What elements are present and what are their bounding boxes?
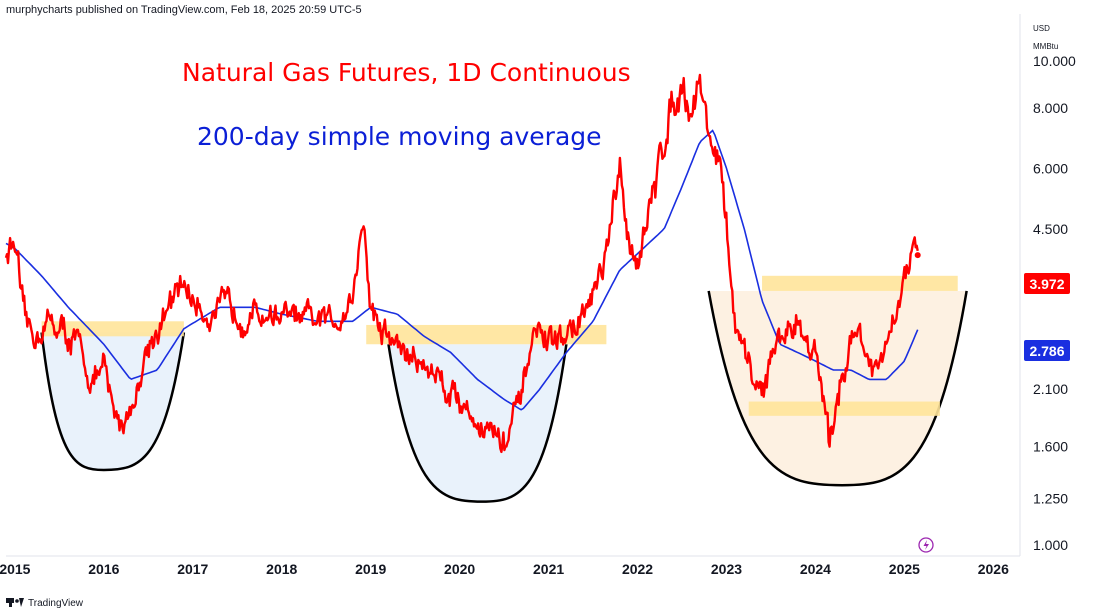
attribution-text: murphycharts published on TradingView.co… xyxy=(6,4,362,16)
bolt-icon[interactable] xyxy=(918,537,934,553)
last-sma-value: 2.786 xyxy=(1029,343,1064,359)
x-tick-label: 2023 xyxy=(711,561,742,577)
zone-band xyxy=(748,401,940,416)
x-tick-label: 2018 xyxy=(266,561,297,577)
chart-subtitle: 200-day simple moving average xyxy=(197,122,602,151)
tradingview-logo xyxy=(6,598,24,607)
currency-label: USD xyxy=(1033,24,1050,33)
y-tick-label: 1.250 xyxy=(1033,490,1068,506)
last-price-badge: 3.972 xyxy=(1024,273,1070,294)
x-tick-label: 2026 xyxy=(978,561,1009,577)
y-tick-label: 2.100 xyxy=(1033,381,1068,397)
x-tick-label: 2015 xyxy=(0,561,31,577)
x-tick-label: 2024 xyxy=(800,561,831,577)
y-tick-label: 1.600 xyxy=(1033,438,1068,454)
sma-series-line xyxy=(5,129,919,411)
x-tick-label: 2017 xyxy=(177,561,208,577)
base-fill xyxy=(708,290,967,486)
y-tick-label: 10.000 xyxy=(1033,53,1076,69)
price-series-line xyxy=(4,73,919,454)
unit-label: MMBtu xyxy=(1033,42,1058,51)
y-tick-label: 8.000 xyxy=(1033,100,1068,116)
y-tick-label: 1.000 xyxy=(1033,537,1068,553)
time-axis[interactable]: 2015 2016 2017 2018 2019 2020 2021 2022 2023 2024… xyxy=(0,561,1009,577)
zone-band xyxy=(762,275,958,291)
y-tick-label: 6.000 xyxy=(1033,160,1068,176)
last-sma-badge: 2.786 xyxy=(1024,340,1070,361)
last-price-value: 3.972 xyxy=(1029,276,1064,292)
chart-title: Natural Gas Futures, 1D Continuous xyxy=(182,58,631,87)
x-tick-label: 2025 xyxy=(889,561,920,577)
tradingview-brand: TradingView xyxy=(28,598,84,609)
base-arc xyxy=(387,344,568,503)
last-price-dot xyxy=(914,252,921,259)
base-arc xyxy=(707,290,968,487)
x-tick-label: 2020 xyxy=(444,561,475,577)
base-arc xyxy=(40,332,186,472)
rounded-base-arcs xyxy=(40,290,968,503)
x-tick-label: 2021 xyxy=(533,561,564,577)
y-tick-label: 4.500 xyxy=(1033,221,1068,237)
price-axis[interactable]: 10.0008.0006.0004.5003.5002.1001.6001.25… xyxy=(1033,53,1076,553)
x-tick-label: 2019 xyxy=(355,561,386,577)
x-tick-label: 2022 xyxy=(622,561,653,577)
x-tick-label: 2016 xyxy=(88,561,119,577)
